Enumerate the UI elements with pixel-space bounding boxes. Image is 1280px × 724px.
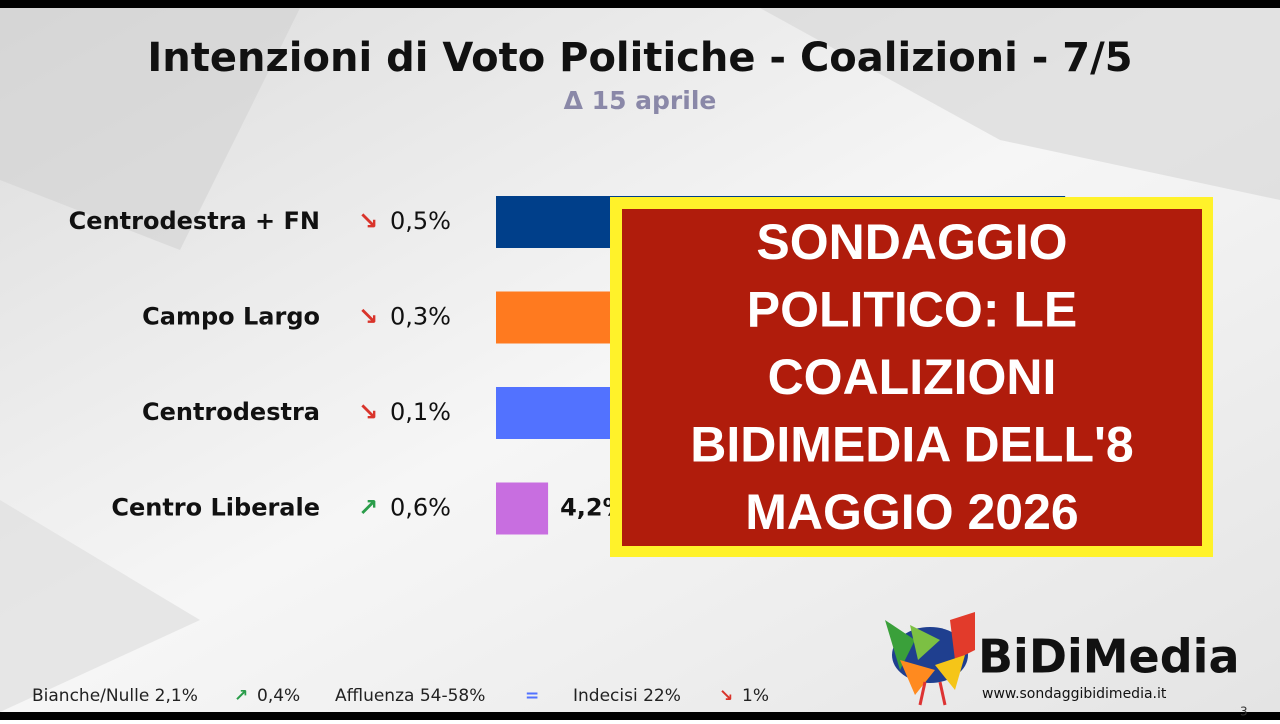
footer-arrow: = — [525, 686, 539, 706]
change-arrow: ↘ — [358, 207, 378, 235]
overlay-line: BIDIMEDIA DELL'8 — [690, 417, 1133, 473]
logo-icon — [885, 612, 975, 706]
change-arrow: ↗ — [358, 494, 378, 522]
change-value: 0,1% — [390, 398, 451, 426]
category-label: Centrodestra + FN — [69, 207, 320, 235]
change-value: 0,6% — [390, 494, 451, 522]
chart-subtitle: Δ 15 aprile — [564, 86, 717, 115]
footer-value: 0,4% — [257, 686, 300, 706]
bg-shape — [0, 500, 200, 712]
page-number: 3 — [1240, 705, 1248, 719]
category-label: Campo Largo — [142, 303, 320, 331]
logo-url: www.sondaggibidimedia.it — [982, 686, 1167, 702]
footer-label: Bianche/Nulle 2,1% — [32, 686, 198, 706]
footer-arrow: ↗ — [234, 686, 248, 706]
footer-label: Indecisi 22% — [573, 686, 681, 706]
footer-arrow: ↘ — [719, 686, 733, 706]
bg-shape — [760, 8, 1280, 200]
overlay-line: POLITICO: LE — [747, 282, 1078, 338]
category-label: Centro Liberale — [111, 494, 320, 522]
change-arrow: ↘ — [358, 303, 378, 331]
change-arrow: ↘ — [358, 398, 378, 426]
change-value: 0,5% — [390, 207, 451, 235]
bar — [496, 482, 549, 535]
footer-value: 1% — [742, 686, 769, 706]
logo-name: BiDiMedia — [978, 630, 1240, 684]
overlay-line: MAGGIO 2026 — [745, 484, 1078, 540]
footer: Bianche/Nulle 2,1% ↗ 0,4% Affluenza 54-58% =… — [32, 686, 769, 706]
change-value: 0,3% — [390, 303, 451, 331]
footer-label: Affluenza 54-58% — [335, 686, 485, 706]
overlay-box — [622, 209, 1202, 546]
chart-title: Intenzioni di Voto Politiche - Coalizion… — [147, 35, 1132, 81]
overlay-line: COALIZIONI — [768, 349, 1057, 405]
bg-shape — [0, 8, 300, 250]
overlay-line: SONDAGGIO — [756, 214, 1067, 270]
overlay-text: SONDAGGIO POLITICO: LE COALIZIONI BIDIMEDIA… — [690, 214, 1133, 540]
category-label: Centrodestra — [142, 398, 320, 426]
